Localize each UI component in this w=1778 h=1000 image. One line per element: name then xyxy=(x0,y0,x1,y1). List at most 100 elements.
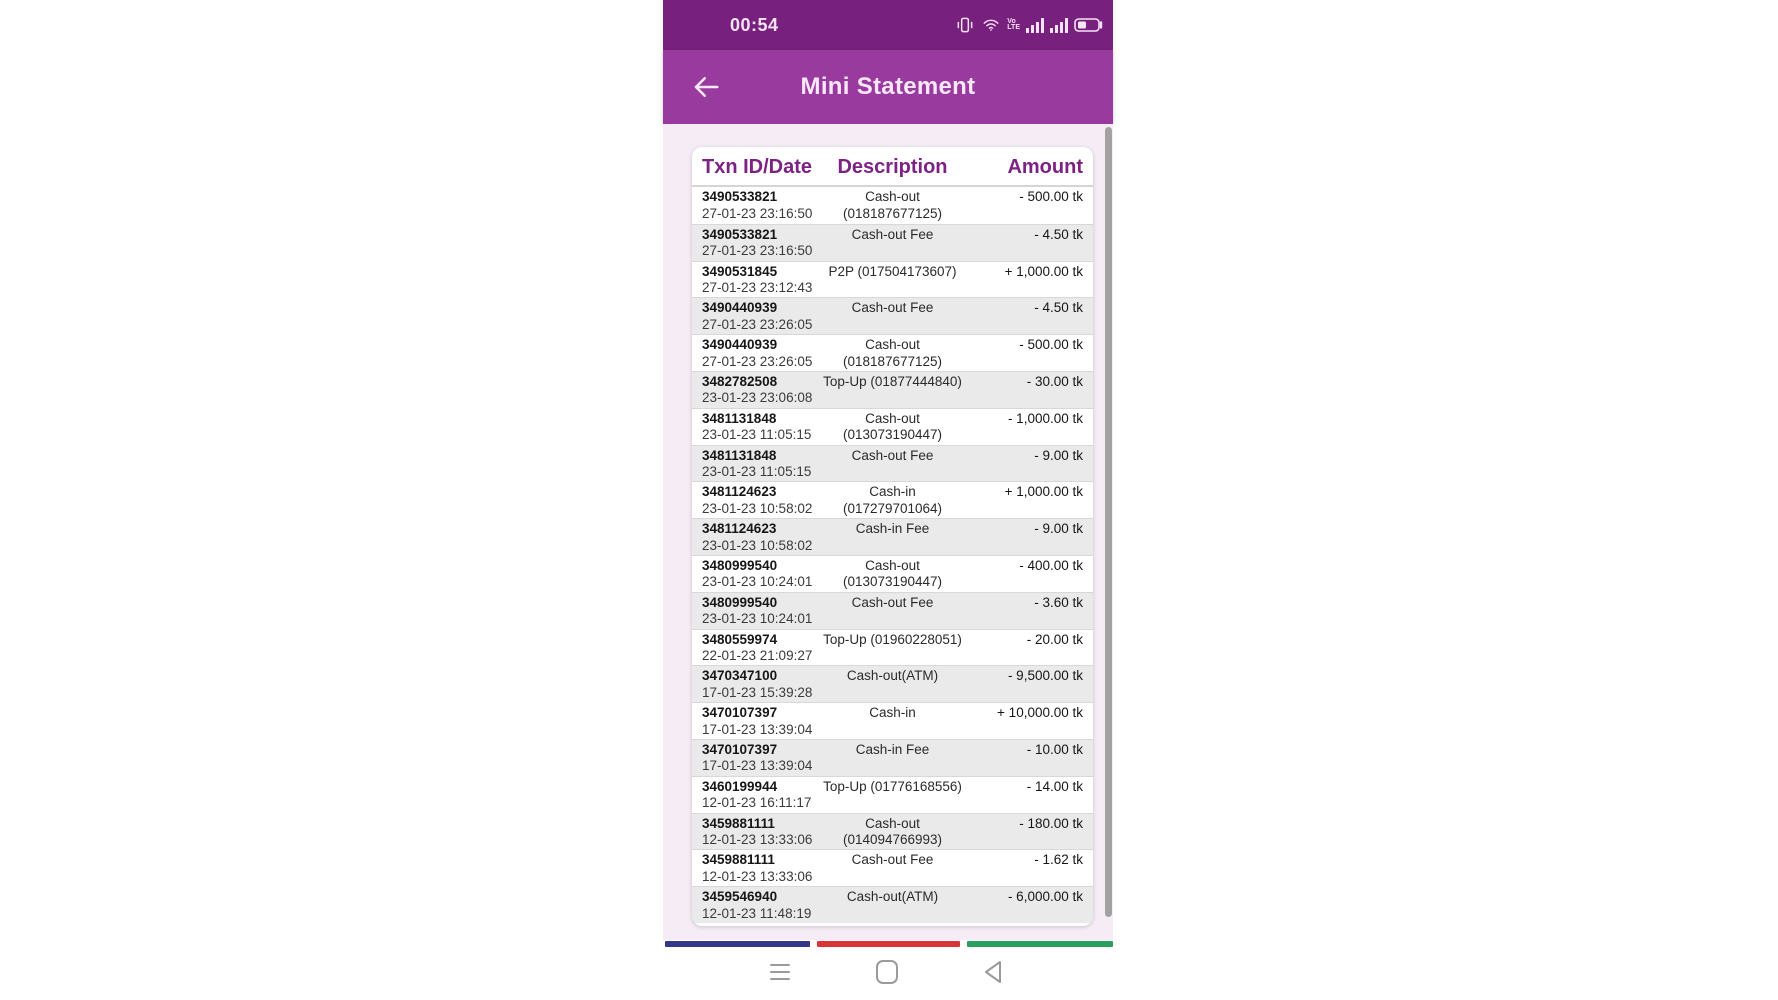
phone-screen: 00:54 Vo LTE xyxy=(663,0,1113,1000)
row-datetime: 12-01-23 16:11:17 xyxy=(702,795,812,811)
row-datetime: 27-01-23 23:26:05 xyxy=(702,353,813,369)
row-amount: - 9,500.00 tk xyxy=(1007,668,1083,684)
table-row: 3470347100 17-01-23 15:39:28 Cash-out(AT… xyxy=(692,665,1093,703)
row-datetime: 27-01-23 23:16:50 xyxy=(702,243,813,259)
table-row: 3481131848 23-01-23 11:05:15 Cash-out (0… xyxy=(692,407,1093,445)
row-description: Cash-out (013073190447) xyxy=(842,410,943,443)
row-txn-id: 3460199944 xyxy=(702,778,778,794)
signal-icon xyxy=(1050,17,1068,33)
row-txn-id: 3481131848 xyxy=(702,410,777,426)
table-row: 3460199944 12-01-23 16:11:17 Top-Up (017… xyxy=(692,775,1093,813)
row-txn-id: 3459881111 xyxy=(702,852,775,868)
row-description: Top-Up (01960228051) xyxy=(823,631,962,647)
status-icons: Vo LTE xyxy=(955,15,1113,35)
row-txn-id: 3480999540 xyxy=(702,594,778,610)
row-txn-id: 3480999540 xyxy=(702,557,778,573)
row-txn-id: 3490440939 xyxy=(702,300,778,316)
row-amount: - 14.00 tk xyxy=(1026,778,1083,794)
row-txn-id: 3481124623 xyxy=(702,521,777,537)
row-datetime: 12-01-23 13:33:06 xyxy=(702,832,813,848)
row-amount: - 500.00 tk xyxy=(1019,189,1083,204)
statement-content: Txn ID/Date Description Amount 349053382… xyxy=(663,124,1113,940)
row-description: Top-Up (01776168556) xyxy=(823,778,962,794)
row-description: Cash-in (017279701064) xyxy=(842,484,943,516)
row-amount: + 1,000.00 tk xyxy=(1004,484,1083,500)
table-row: 3482782508 23-01-23 23:06:08 Top-Up (018… xyxy=(692,370,1093,408)
row-amount: - 9.00 tk xyxy=(1034,521,1083,537)
table-row: 3459881111 12-01-23 13:33:06 Cash-out Fe… xyxy=(692,849,1093,887)
row-txn-id: 3470347100 xyxy=(702,668,778,684)
home-icon[interactable] xyxy=(874,959,900,985)
row-txn-id: 3480559974 xyxy=(702,631,778,647)
row-amount: - 6,000.00 tk xyxy=(1007,889,1083,905)
row-amount: - 9.00 tk xyxy=(1034,447,1083,463)
indicator-blue-segment xyxy=(665,940,810,947)
row-datetime: 23-01-23 10:24:01 xyxy=(702,574,813,590)
row-txn-id: 3490533821 xyxy=(702,189,778,204)
row-txn-id: 3459546940 xyxy=(702,889,778,905)
page-title: Mini Statement xyxy=(800,73,976,100)
table-row: 3470107397 17-01-23 13:39:04 Cash-in Fee… xyxy=(692,738,1093,776)
table-row: 3490531845 27-01-23 23:12:43 P2P (017504… xyxy=(692,260,1093,298)
indicator-red-segment xyxy=(817,940,960,947)
row-description: Cash-out(ATM) xyxy=(846,889,939,905)
row-txn-id: 3481124623 xyxy=(702,484,777,500)
scrollbar[interactable] xyxy=(1105,127,1112,917)
row-description: Cash-in xyxy=(869,705,916,721)
row-description: Cash-out Fee xyxy=(851,594,934,610)
row-datetime: 12-01-23 13:33:06 xyxy=(702,868,813,884)
indicator-green-segment xyxy=(967,940,1113,947)
status-bar: 00:54 Vo LTE xyxy=(663,0,1113,50)
row-description: Top-Up (01877444840) xyxy=(823,373,962,389)
table-row: 3490533821 27-01-23 23:16:50 Cash-out Fe… xyxy=(692,223,1093,261)
clock: 00:54 xyxy=(730,14,779,35)
row-amount: - 4.50 tk xyxy=(1034,300,1083,316)
row-txn-id: 3459881111 xyxy=(702,815,775,831)
row-amount: - 3.60 tk xyxy=(1034,594,1083,610)
column-header-amount: Amount xyxy=(1007,155,1083,178)
row-description: Cash-in Fee xyxy=(855,741,930,757)
column-header-description: Description xyxy=(837,155,948,178)
row-txn-id: 3470107397 xyxy=(702,741,778,757)
row-amount: - 500.00 tk xyxy=(1019,337,1083,353)
row-datetime: 27-01-23 23:12:43 xyxy=(702,280,813,296)
row-amount: + 10,000.00 tk xyxy=(997,705,1083,721)
table-row: 3480559974 22-01-23 21:09:27 Top-Up (019… xyxy=(692,628,1093,666)
table-row: 3459881111 12-01-23 13:33:06 Cash-out (0… xyxy=(692,812,1093,850)
tricolor-indicator xyxy=(663,940,1113,947)
row-datetime: 17-01-23 15:39:28 xyxy=(702,684,813,700)
row-datetime: 17-01-23 13:39:04 xyxy=(702,721,813,737)
row-description: Cash-out (014094766993) xyxy=(842,815,943,848)
row-amount: - 180.00 tk xyxy=(1019,815,1083,831)
android-nav-bar xyxy=(663,947,1113,1000)
row-datetime: 17-01-23 13:39:04 xyxy=(702,758,813,774)
menu-icon[interactable] xyxy=(768,959,794,985)
row-description: Cash-out Fee xyxy=(851,300,934,316)
back-arrow-icon[interactable] xyxy=(691,72,721,102)
row-description: P2P (017504173607) xyxy=(828,263,957,279)
table-row: 3490533821 27-01-23 23:16:50 Cash-out (0… xyxy=(692,187,1093,224)
row-datetime: 27-01-23 23:16:50 xyxy=(702,205,813,221)
signal-icon xyxy=(1026,17,1044,33)
row-amount: - 30.00 tk xyxy=(1026,373,1083,389)
row-description: Cash-out(ATM) xyxy=(846,668,939,684)
table-row: 3480999540 23-01-23 10:24:01 Cash-out Fe… xyxy=(692,591,1093,629)
row-datetime: 12-01-23 11:48:19 xyxy=(702,905,812,921)
table-row: 3459546940 12-01-23 11:48:19 Cash-out(AT… xyxy=(692,886,1093,923)
row-txn-id: 3482782508 xyxy=(702,373,778,389)
row-txn-id: 3470107397 xyxy=(702,705,778,721)
row-txn-id: 3490531845 xyxy=(702,263,778,279)
volte-icon: Vo LTE xyxy=(1007,18,1020,31)
table-row: 3470107397 17-01-23 13:39:04 Cash-in + 1… xyxy=(692,702,1093,739)
row-datetime: 23-01-23 23:06:08 xyxy=(702,390,813,406)
row-txn-id: 3481131848 xyxy=(702,447,777,463)
row-description: Cash-out (013073190447) xyxy=(842,557,943,590)
wifi-icon xyxy=(981,16,1001,34)
table-header: Txn ID/Date Description Amount xyxy=(692,147,1093,187)
row-description: Cash-out Fee xyxy=(851,226,934,242)
statement-rows: 3490533821 27-01-23 23:16:50 Cash-out (0… xyxy=(692,187,1093,923)
row-datetime: 27-01-23 23:26:05 xyxy=(702,316,813,332)
column-header-txn: Txn ID/Date xyxy=(702,155,813,178)
back-icon[interactable] xyxy=(981,959,1007,985)
table-row: 3480999540 23-01-23 10:24:01 Cash-out (0… xyxy=(692,554,1093,592)
